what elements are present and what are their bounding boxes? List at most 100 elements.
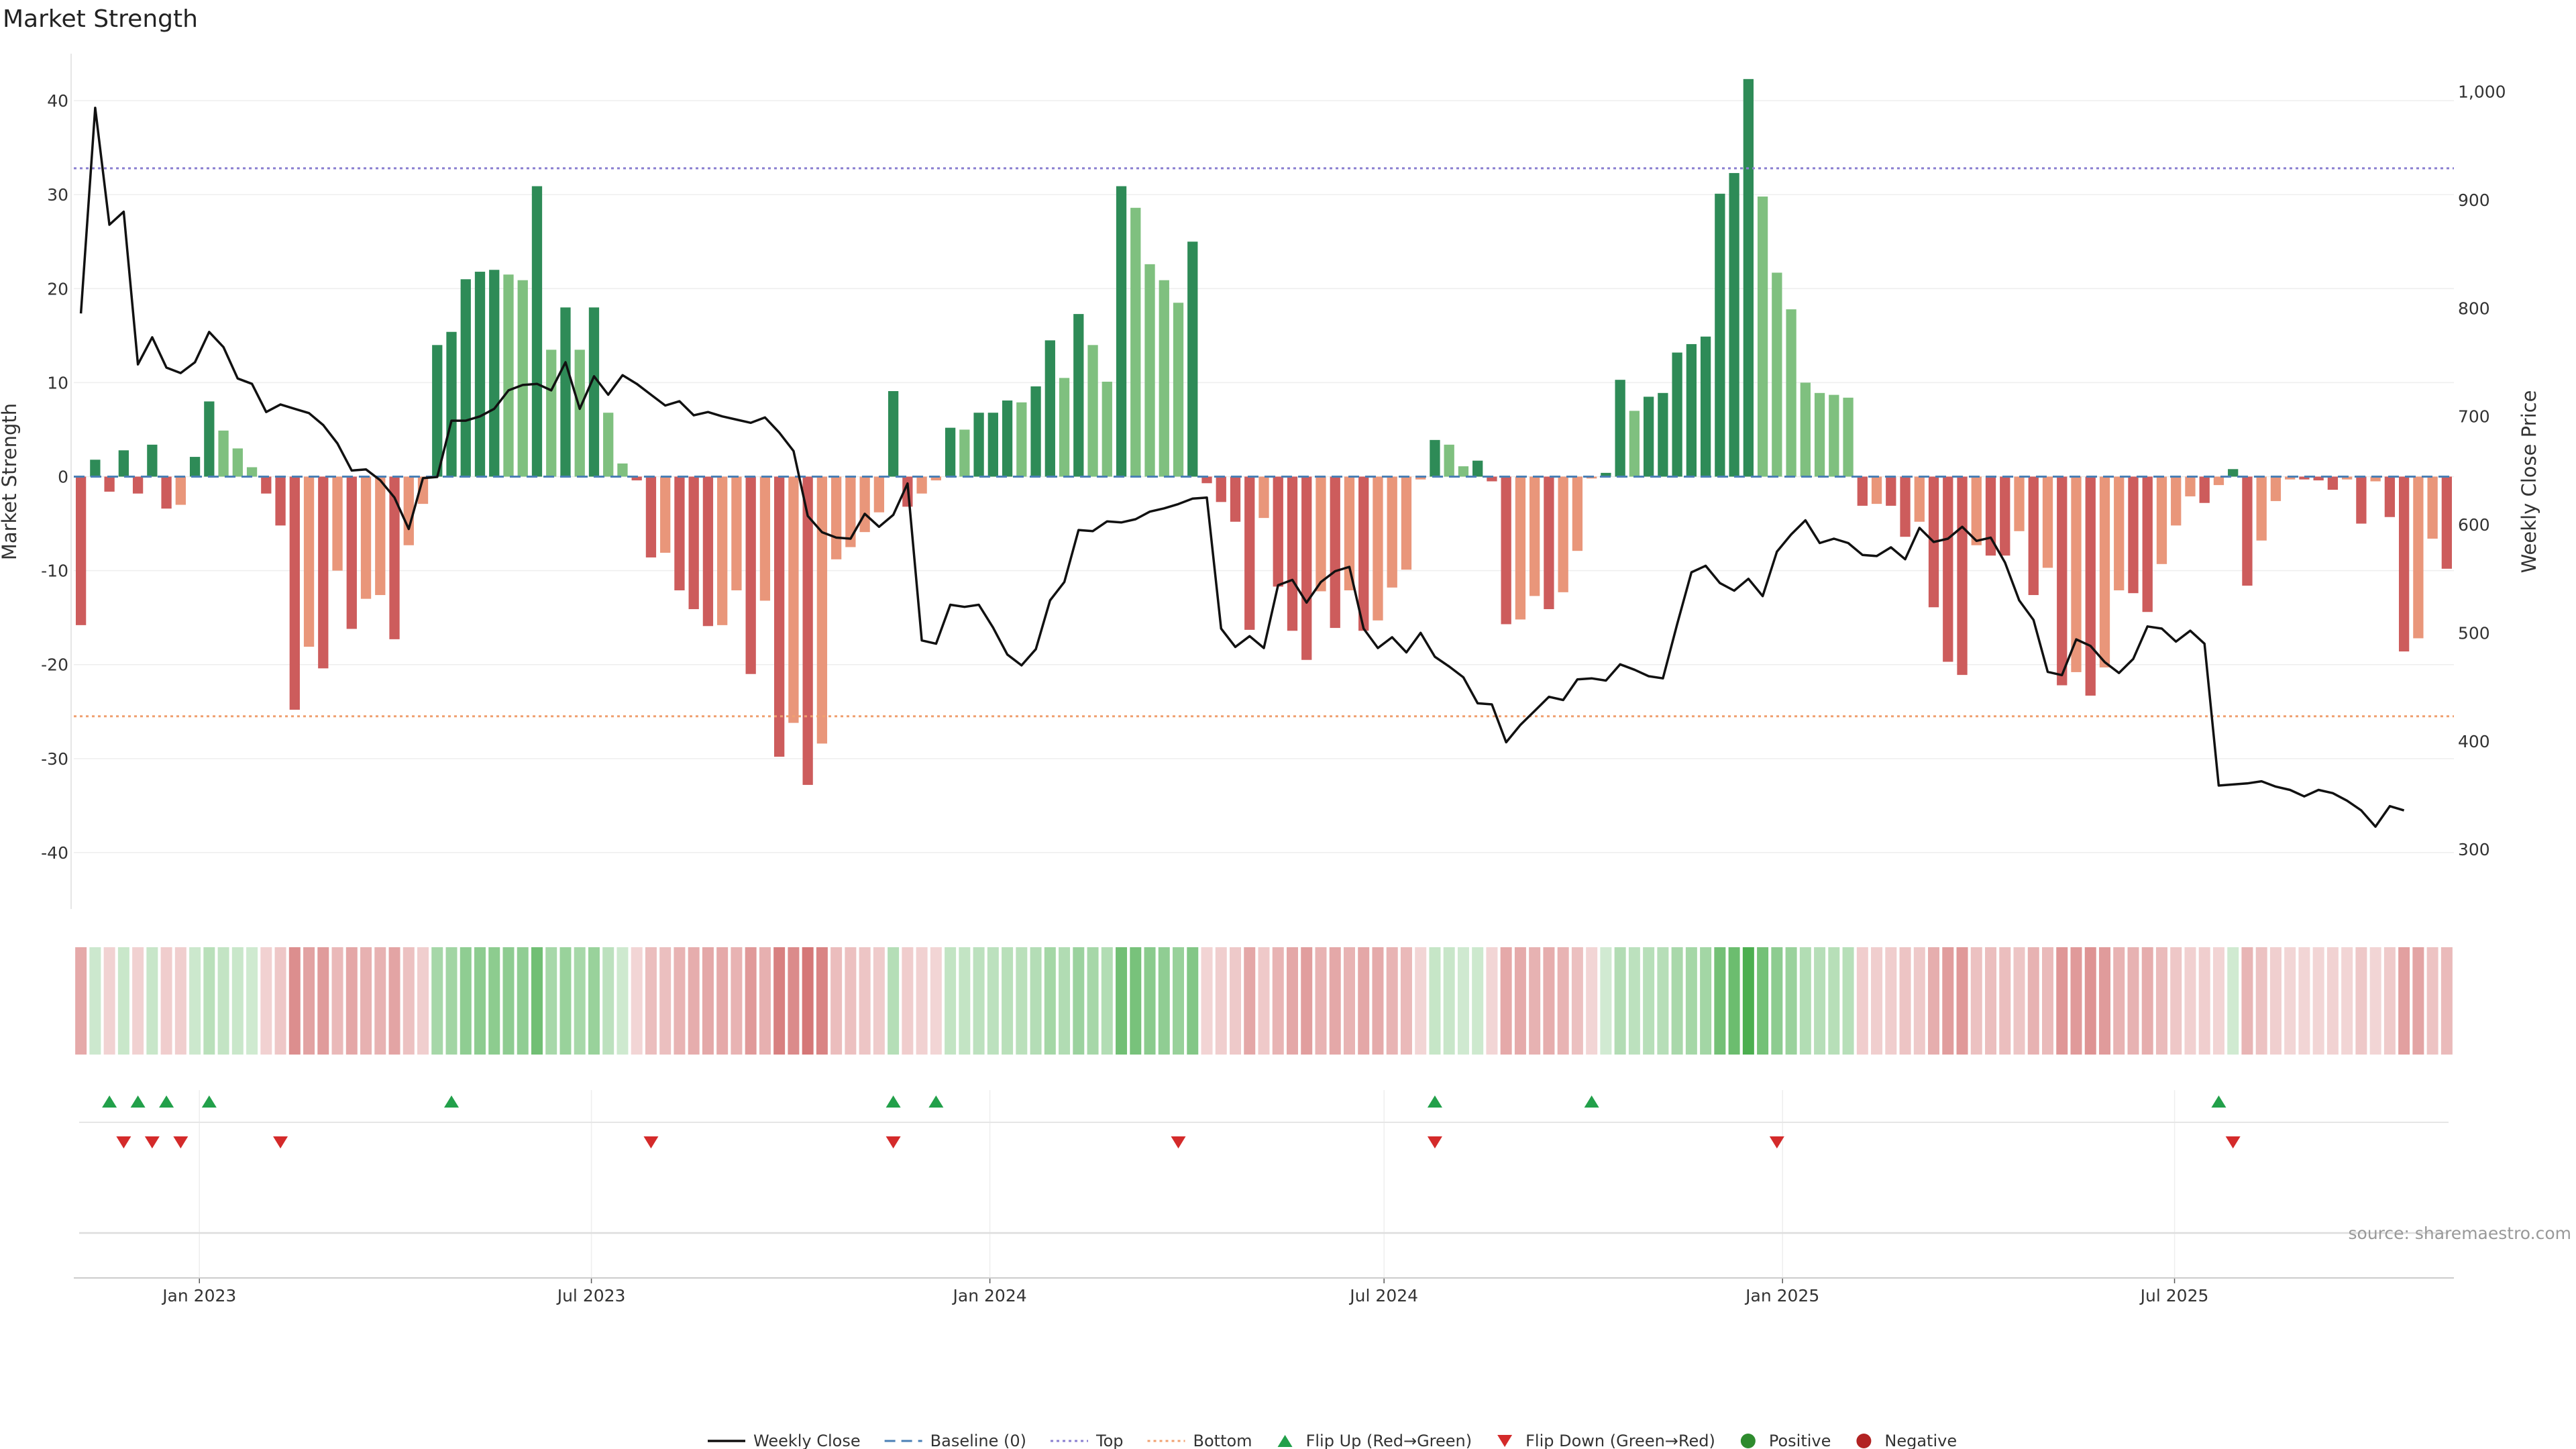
strength-bar — [147, 444, 158, 477]
strength-bar — [375, 476, 386, 596]
strength-bar — [1430, 439, 1440, 477]
heat-cell — [902, 947, 914, 1055]
legend-bottom-label: Bottom — [1193, 1432, 1252, 1449]
strength-bar — [2128, 476, 2139, 594]
heat-cell — [103, 947, 115, 1055]
strength-bar — [674, 476, 685, 591]
heat-cell — [731, 947, 743, 1055]
y-tick-label-right: 700 — [2458, 407, 2490, 427]
heat-cell — [745, 947, 757, 1055]
x-tick-label: Jul 2023 — [556, 1286, 626, 1305]
heat-cell — [2198, 947, 2210, 1055]
heat-cell — [1999, 947, 2011, 1055]
heat-cell — [959, 947, 971, 1055]
strength-bar — [1971, 476, 1982, 545]
heat-cell — [1529, 947, 1541, 1055]
y-tick-label-left: 40 — [47, 91, 68, 111]
y-tick-label-right: 400 — [2458, 732, 2490, 751]
strength-bar — [959, 429, 970, 477]
strength-bar — [2299, 476, 2310, 480]
strength-bar — [2313, 476, 2324, 481]
legend-top-label: Top — [1095, 1432, 1124, 1449]
flip-down-marker — [273, 1136, 288, 1148]
strength-bar — [2057, 476, 2068, 686]
strength-bar — [2142, 476, 2153, 612]
strength-bar — [1814, 392, 1825, 477]
heat-cell — [1700, 947, 1712, 1055]
strength-bar — [2028, 476, 2039, 596]
heat-cell — [1657, 947, 1669, 1055]
heat-cell — [973, 947, 985, 1055]
heat-cell — [1514, 947, 1526, 1055]
strength-bar — [1187, 241, 1198, 477]
strength-bar — [1472, 460, 1483, 477]
flip-up-marker — [102, 1095, 117, 1108]
strength-bar — [432, 345, 443, 477]
heat-cell — [1785, 947, 1797, 1055]
strength-bar — [1985, 476, 1996, 556]
heat-cell — [1016, 947, 1028, 1055]
strength-bar — [175, 476, 186, 505]
strength-bar — [1743, 78, 1754, 477]
heat-cell — [374, 947, 386, 1055]
heat-cell — [674, 947, 686, 1055]
strength-bar — [1629, 411, 1640, 477]
heat-cell — [1899, 947, 1911, 1055]
heat-cell — [2184, 947, 2196, 1055]
legend-flip-down-swatch — [1497, 1435, 1513, 1447]
strength-bar — [930, 476, 942, 481]
strength-bar — [574, 350, 585, 477]
heat-cell — [1073, 947, 1085, 1055]
heat-cell — [1173, 947, 1185, 1055]
y-tick-label-right: 1,000 — [2458, 82, 2506, 101]
heat-cell — [260, 947, 272, 1055]
heat-cell — [888, 947, 900, 1055]
strength-bar — [660, 476, 671, 553]
strength-bar — [2014, 476, 2025, 531]
flip-down-marker — [1769, 1136, 1784, 1148]
strength-bar — [1886, 476, 1896, 506]
source-credit: source: sharemaestro.com — [2349, 1224, 2572, 1243]
heat-cell — [274, 947, 286, 1055]
x-tick-label: Jan 2023 — [161, 1286, 236, 1305]
strength-bar — [973, 413, 984, 477]
legend-weekly-close-label: Weekly Close — [753, 1432, 861, 1449]
strength-bar — [1943, 476, 1953, 662]
strength-bar — [503, 274, 514, 477]
legend-positive-label: Positive — [1769, 1432, 1831, 1449]
strength-bar — [1030, 386, 1041, 477]
strength-bar — [1601, 472, 1611, 477]
strength-bar — [204, 401, 215, 477]
heat-cell — [1586, 947, 1598, 1055]
legend: Weekly Close Baseline (0) Top Bottom Flip Up… — [708, 1432, 1957, 1449]
heat-cell — [2013, 947, 2025, 1055]
strength-bar — [446, 331, 457, 477]
heat-cell — [2127, 947, 2139, 1055]
heat-cell — [2369, 947, 2381, 1055]
heat-cell — [1244, 947, 1256, 1055]
strength-bar — [2370, 476, 2381, 482]
strength-bar — [759, 476, 771, 601]
heat-cell — [1030, 947, 1042, 1055]
strength-bar — [1201, 476, 1212, 484]
heat-cell — [1571, 947, 1583, 1055]
heat-cell — [1985, 947, 1997, 1055]
heat-cell — [659, 947, 672, 1055]
heat-cell — [945, 947, 957, 1055]
strength-bar — [1900, 476, 1911, 537]
heat-cell — [830, 947, 843, 1055]
y-tick-label-right: 800 — [2458, 299, 2490, 318]
y-tick-label-right: 300 — [2458, 840, 2490, 859]
strength-bar — [2171, 476, 2182, 526]
flip-markers — [79, 1095, 2449, 1148]
strength-bar — [631, 476, 642, 481]
strength-bar — [2356, 476, 2367, 524]
strength-bar — [2213, 476, 2224, 486]
y-tick-label-left: -40 — [41, 843, 68, 863]
heat-cell — [1614, 947, 1626, 1055]
strength-bar — [1415, 476, 1426, 480]
heat-cell — [2383, 947, 2396, 1055]
heat-cell — [1671, 947, 1683, 1055]
heat-cell — [602, 947, 614, 1055]
heat-cell — [1158, 947, 1170, 1055]
